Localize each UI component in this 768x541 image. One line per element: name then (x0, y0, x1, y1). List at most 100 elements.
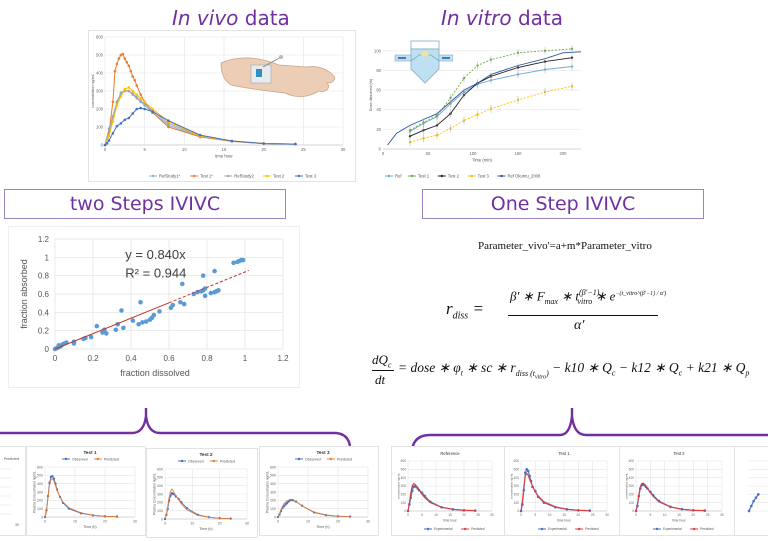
legend-label: Predicted (4, 457, 19, 461)
y-tick-label: 1 (45, 253, 50, 262)
legend-marker (410, 174, 414, 178)
data-point (750, 504, 753, 508)
x-tick-label: 0 (520, 513, 522, 517)
series-line-predicted (277, 499, 351, 518)
one-step-fit-reference-panel: 0 100 200 300 400 500 600 0 5 10 15 20 25 30 time hour… (391, 446, 505, 536)
data-point (127, 89, 131, 93)
data-point (105, 141, 109, 145)
y-tick-label: 400 (270, 482, 276, 486)
y-tick-label: 400 (96, 70, 104, 75)
x-tick-label: 150 (515, 151, 523, 156)
series-line-predicted (164, 488, 231, 520)
two-step-ivivc-title: two Steps IVIVC (69, 193, 221, 215)
y-tick-label: 100 (374, 48, 382, 53)
x-tick-label: 5 (534, 513, 536, 517)
y-tick-label: 0.4 (38, 308, 50, 317)
y-tick-label: 500 (514, 467, 520, 471)
y-axis-label: fraction absorbed (19, 259, 29, 329)
x-tick-label: 30 (133, 520, 137, 524)
y-tick-label: 600 (270, 465, 276, 469)
y-tick-label: 300 (96, 88, 104, 93)
rdiss-numerator: β′ ∗ Fmax ∗ t(β′−1)vitro ∗ e−(t_vitro^(β… (510, 288, 667, 306)
y-tick-label: 200 (514, 492, 520, 496)
data-point (107, 134, 111, 138)
scatter-point (157, 309, 162, 314)
legend-marker (180, 459, 184, 463)
two-step-fit-partial-chart: Predicted 30 (0, 457, 19, 527)
scatter-point (94, 323, 100, 329)
data-point (230, 139, 234, 143)
data-point (135, 96, 139, 99)
y-tick-label: 400 (514, 476, 520, 480)
y-tick-label: 100 (157, 509, 163, 513)
y-axis-label: concentration ng/mL (91, 74, 95, 108)
trendline-solid (54, 302, 170, 350)
data-point (107, 139, 111, 142)
scatter-point (180, 281, 185, 287)
y-tick-label: 100 (37, 507, 43, 511)
y-axis-label: Dose dissolved (%) (369, 78, 373, 111)
series-line-test-1 (409, 48, 573, 131)
y-tick-label: 0 (101, 142, 104, 147)
series-line-test-3 (409, 85, 573, 143)
x-tick-label: 100 (470, 151, 478, 156)
data-point (131, 75, 135, 78)
y-tick-label: 600 (629, 459, 635, 463)
data-point (131, 89, 135, 93)
y-tick-label: 300 (514, 484, 520, 488)
in-vitro-title-italic: In vitro (441, 6, 512, 30)
data-point (167, 125, 170, 129)
x-tick-label: 15 (677, 513, 681, 517)
dissolution-apparatus-icon (394, 40, 453, 84)
legend-label: RefStudy1* (159, 173, 181, 178)
legend-marker (500, 174, 503, 178)
x-tick-label: 0 (382, 151, 385, 156)
in-vitro-title: In vitro data (441, 6, 563, 30)
y-tick-label: 200 (629, 492, 635, 496)
series-line-test-3 (104, 107, 296, 146)
rdiss-denominator: α′ (574, 318, 585, 333)
x-tick-label: 15 (562, 513, 566, 517)
y-tick-label: 200 (37, 499, 43, 503)
data-point (129, 69, 133, 73)
series-line-predicted (635, 482, 705, 512)
series-line-test-2 (409, 57, 573, 137)
data-point (143, 100, 146, 104)
y-tick-label: 0 (379, 146, 382, 151)
y-tick-label: 100 (514, 501, 520, 505)
series-line-experimental (520, 468, 590, 512)
y-tick-label: 0 (632, 509, 634, 513)
data-point (119, 53, 123, 57)
x-tick-label: 25 (591, 513, 595, 517)
x-axis-label: time hour (443, 518, 457, 522)
x-tick-label: 25 (476, 513, 480, 517)
data-point (103, 143, 107, 147)
x-axis-label: Time (h) (199, 527, 212, 531)
data-point (111, 120, 115, 123)
data-point (752, 499, 755, 503)
series-line-predicted (520, 472, 590, 512)
data-point (123, 87, 127, 91)
legend-marker (329, 457, 333, 461)
scatter-point (130, 318, 136, 323)
legend-label: Observed (305, 457, 321, 461)
y-tick-label: 600 (96, 34, 104, 39)
x-tick-label: 20 (577, 513, 581, 517)
x-tick-label: 20 (692, 513, 696, 517)
y-tick-label: 0.6 (38, 290, 50, 299)
data-point (133, 78, 137, 82)
series-line-ref (409, 66, 573, 132)
scatter-point (200, 273, 206, 278)
scatter-point (202, 293, 208, 299)
legend-label: Predicted (471, 527, 485, 531)
legend-marker (192, 174, 196, 178)
data-point (115, 104, 119, 107)
legend-label: Test 1 (418, 173, 430, 178)
y-tick-label: 200 (96, 106, 104, 111)
y-tick-label: 0 (517, 509, 519, 513)
in-vivo-title: In vivo data (172, 6, 290, 30)
legend-label: Test 1* (200, 173, 213, 178)
two-step-brace-path (0, 408, 352, 447)
x-tick-label: 30 (366, 520, 370, 524)
ivivc-scatter-chart: 0 0.2 0.4 0.6 0.8 1 1.2 0 0.2 0.4 0.6 0.8 1 1.2 fracti… (19, 235, 289, 378)
